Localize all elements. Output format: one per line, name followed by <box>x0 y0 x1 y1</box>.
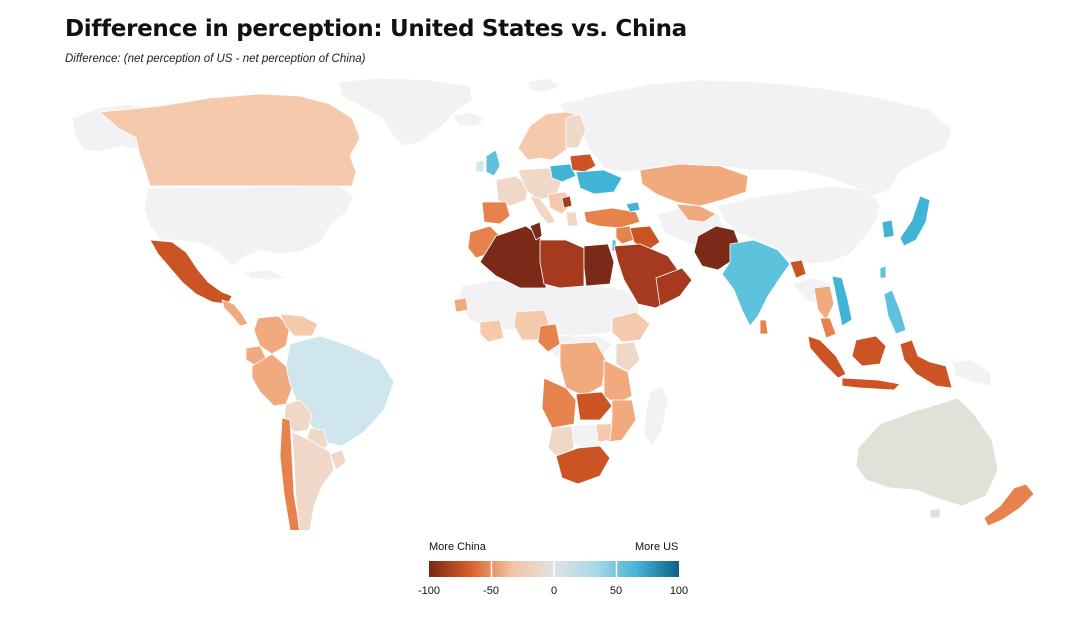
country-zimbabwe[interactable] <box>595 423 613 443</box>
country-thailand[interactable] <box>813 285 835 321</box>
country-colombia[interactable] <box>253 315 291 355</box>
country-poland[interactable] <box>549 163 577 183</box>
country-new-zealand[interactable] <box>983 483 1035 527</box>
country-sumatra[interactable] <box>807 335 847 379</box>
country-greece[interactable] <box>565 211 579 227</box>
country-drc[interactable] <box>559 341 607 397</box>
country-spain[interactable] <box>481 201 511 225</box>
country-vietnam[interactable] <box>831 275 853 327</box>
country-tunisia[interactable] <box>529 221 543 241</box>
country-ukraine[interactable] <box>575 169 623 195</box>
country-zambia[interactable] <box>575 391 613 421</box>
legend-left-label: More China <box>429 541 486 553</box>
region-madagascar[interactable] <box>643 385 669 447</box>
country-mexico[interactable] <box>149 239 233 305</box>
legend-right-label: More US <box>635 541 679 553</box>
legend-tick-1: -50 <box>483 585 499 597</box>
region-cuba[interactable] <box>243 269 287 281</box>
country-iraq[interactable] <box>629 225 661 253</box>
country-egypt[interactable] <box>583 243 615 287</box>
country-levant[interactable] <box>615 225 635 245</box>
region-russia[interactable] <box>559 79 953 197</box>
country-south-korea[interactable] <box>881 219 895 239</box>
country-tasmania[interactable] <box>929 507 941 519</box>
country-georgia[interactable] <box>625 201 641 213</box>
country-cameroon[interactable] <box>537 323 561 353</box>
country-japan[interactable] <box>899 195 931 247</box>
country-turkey[interactable] <box>583 207 641 229</box>
legend-tick-3: 50 <box>609 585 623 597</box>
map-title: Difference in perception: United States … <box>65 16 687 42</box>
country-south-africa[interactable] <box>555 445 611 485</box>
country-central-america[interactable] <box>221 299 249 327</box>
legend-tick-2: 0 <box>550 585 558 597</box>
country-kenya[interactable] <box>615 341 641 373</box>
country-malaysia[interactable] <box>819 317 837 339</box>
legend-color-bar <box>429 561 679 577</box>
country-russia-region[interactable] <box>639 163 749 207</box>
region-usa[interactable] <box>143 185 355 267</box>
country-angola[interactable] <box>541 377 577 429</box>
country-uruguay[interactable] <box>329 449 347 471</box>
country-ireland[interactable] <box>475 159 485 173</box>
country-india[interactable] <box>721 239 791 327</box>
country-taiwan[interactable] <box>879 265 887 279</box>
region-svalbard[interactable] <box>527 77 561 93</box>
country-yemen-oman[interactable] <box>655 267 693 307</box>
country-australia[interactable] <box>855 397 999 507</box>
country-philippines[interactable] <box>883 289 907 335</box>
country-mozambique[interactable] <box>607 399 637 443</box>
country-brazil[interactable] <box>285 335 395 447</box>
country-venezuela[interactable] <box>279 313 319 337</box>
map-subtitle: Difference: (net perception of US - net … <box>65 53 366 65</box>
country-france[interactable] <box>495 175 529 207</box>
country-italy[interactable] <box>529 195 557 225</box>
country-uk[interactable] <box>485 149 501 177</box>
country-sri-lanka[interactable] <box>759 319 769 335</box>
region-china[interactable] <box>715 185 881 265</box>
country-west-africa-1[interactable] <box>453 297 469 313</box>
country-sulawesi-east[interactable] <box>899 339 953 389</box>
country-ethiopia[interactable] <box>611 311 651 343</box>
legend-tick-4: 100 <box>669 585 689 597</box>
country-java[interactable] <box>841 377 901 391</box>
country-bangladesh[interactable] <box>789 259 807 279</box>
region-png[interactable] <box>951 359 993 387</box>
country-canada[interactable] <box>99 93 361 187</box>
country-kazakhstan[interactable] <box>675 203 717 223</box>
legend-tick-0: -100 <box>417 585 441 597</box>
region-iceland[interactable] <box>451 111 485 127</box>
country-libya[interactable] <box>539 239 585 289</box>
world-choropleth-map <box>71 77 1035 530</box>
country-west-africa-2[interactable] <box>479 319 505 343</box>
country-finland[interactable] <box>565 113 587 149</box>
country-borneo[interactable] <box>851 335 887 367</box>
country-belarus[interactable] <box>569 153 597 173</box>
region-greenland[interactable] <box>337 77 473 147</box>
country-argentina[interactable] <box>291 431 335 530</box>
country-serbia[interactable] <box>561 195 573 209</box>
country-chile[interactable] <box>279 417 306 530</box>
